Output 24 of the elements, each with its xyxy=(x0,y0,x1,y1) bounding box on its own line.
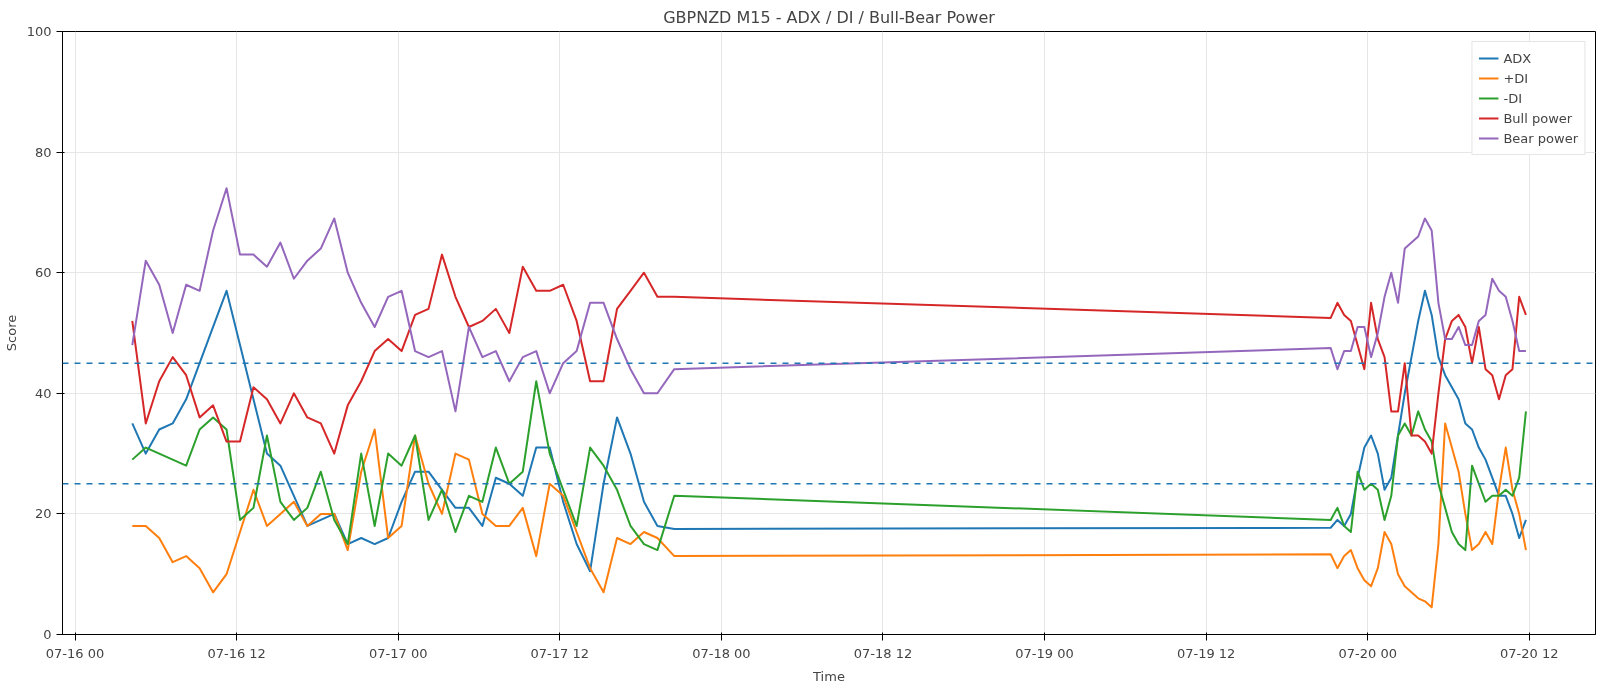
x-tick-label: 07-19 12 xyxy=(1176,645,1236,661)
x-tick-label: 07-17 12 xyxy=(530,645,590,661)
chart-title: GBPNZD M15 - ADX / DI / Bull-Bear Power xyxy=(663,7,996,27)
legend-label: -DI xyxy=(1503,90,1523,106)
x-tick-label: 07-18 12 xyxy=(853,645,913,661)
x-tick-label: 07-20 12 xyxy=(1500,645,1559,661)
y-tick-label: 20 xyxy=(34,506,52,522)
x-axis-title: Time xyxy=(812,668,845,684)
x-tick-label: 07-18 00 xyxy=(692,645,751,661)
x-tick-label: 07-19 00 xyxy=(1015,645,1074,661)
y-tick-label: 100 xyxy=(26,24,52,39)
y-tick-label: 0 xyxy=(43,627,52,642)
legend-label: ADX xyxy=(1503,50,1532,66)
legend-label: Bear power xyxy=(1503,130,1578,146)
x-tick-label: 07-16 12 xyxy=(207,645,266,661)
y-tick-label: 40 xyxy=(34,385,52,401)
x-tick-label: 07-17 00 xyxy=(369,645,428,661)
x-tick-label: 07-20 00 xyxy=(1338,645,1397,661)
legend-label: Bull power xyxy=(1503,110,1573,126)
y-tick-label: 80 xyxy=(34,144,52,160)
x-tick-label: 07-16 00 xyxy=(45,645,105,661)
y-axis-title: Score xyxy=(3,314,19,352)
legend-label: +DI xyxy=(1503,70,1529,86)
y-tick-label: 60 xyxy=(34,265,52,281)
